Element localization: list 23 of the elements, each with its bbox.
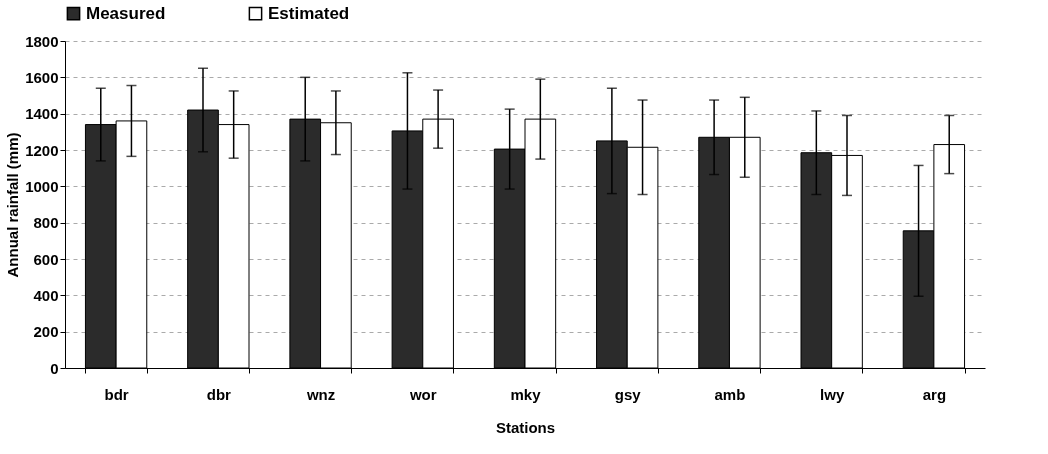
- x-tick-label: amb: [714, 385, 746, 403]
- y-tick-label: 400: [33, 286, 59, 304]
- y-tick-label: 1800: [25, 32, 59, 50]
- y-tick-label: 800: [33, 214, 59, 232]
- x-tick-label: wor: [408, 385, 437, 403]
- y-tick-label: 200: [33, 323, 59, 341]
- y-tick-label: 1200: [25, 141, 59, 159]
- x-tick-label: wnz: [305, 385, 336, 403]
- y-tick-label: 600: [33, 250, 59, 268]
- y-tick-label: 1000: [25, 177, 59, 195]
- y-axis-title: Annual rainfall (mm): [4, 132, 22, 278]
- x-tick-label: lwy: [820, 385, 845, 403]
- x-tick-label: gsy: [614, 385, 642, 403]
- x-axis-title: Stations: [495, 418, 556, 436]
- y-tick-label: 1400: [25, 105, 59, 123]
- y-tick-label: 0: [50, 359, 59, 377]
- x-tick-label: arg: [922, 385, 947, 403]
- y-tick-label: 1600: [25, 68, 59, 86]
- x-tick-label: dbr: [206, 385, 232, 403]
- legend-label: Measured: [86, 3, 166, 23]
- x-tick-label: mky: [510, 385, 542, 403]
- legend-label: Estimated: [268, 3, 350, 23]
- x-tick-label: bdr: [104, 385, 129, 403]
